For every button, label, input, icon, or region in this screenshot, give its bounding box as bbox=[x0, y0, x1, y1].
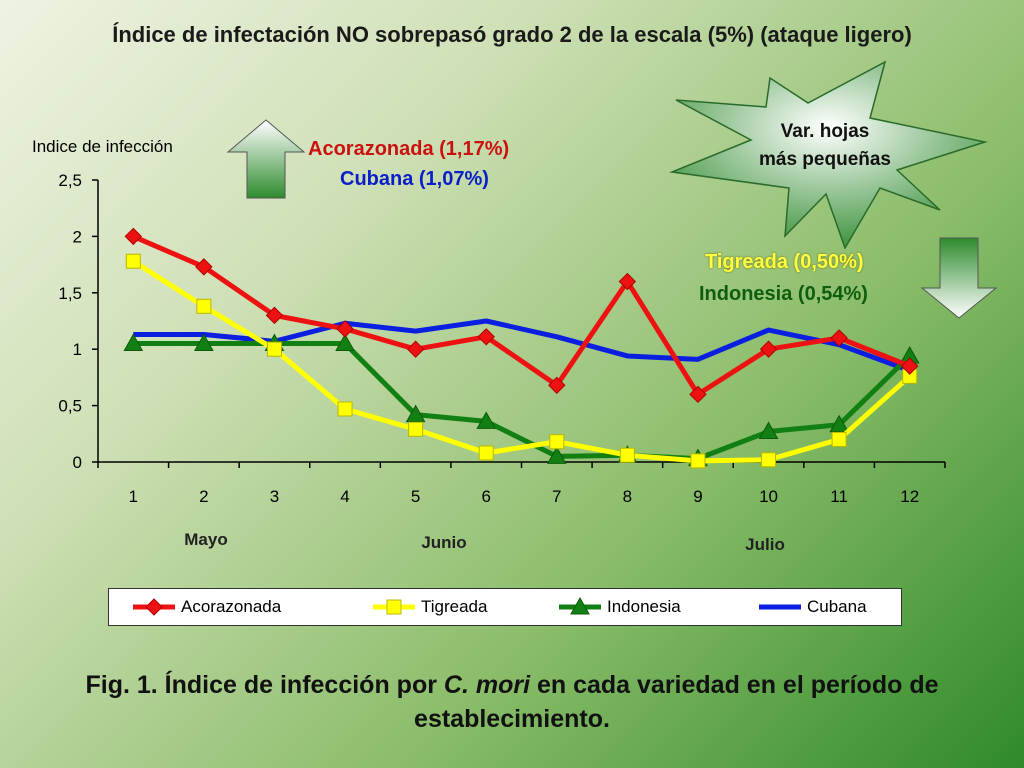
data-point-tigreada bbox=[690, 453, 706, 469]
legend-marker bbox=[570, 596, 590, 615]
legend-swatch-acorazonada bbox=[133, 598, 175, 616]
caption-suffix: en cada variedad en el período de establ… bbox=[414, 671, 939, 733]
data-point-indonesia bbox=[476, 411, 497, 429]
data-point-acorazonada bbox=[477, 328, 495, 346]
x-tick-label: 1 bbox=[129, 487, 138, 506]
data-point-acorazonada bbox=[548, 376, 566, 395]
data-point-indonesia bbox=[123, 333, 144, 352]
y-axis-label: Indice de infección bbox=[32, 137, 173, 156]
x-tick-label: 2 bbox=[199, 487, 208, 506]
legend-marker bbox=[145, 598, 163, 616]
caption-prefix: Fig. 1. Índice de infección por bbox=[85, 671, 444, 699]
x-tick-label: 3 bbox=[270, 487, 279, 506]
data-point-indonesia bbox=[335, 333, 355, 352]
y-tick-label: 0,5 bbox=[58, 397, 82, 416]
data-point-tigreada bbox=[408, 421, 424, 437]
annotation-cubana: Cubana (1,07%) bbox=[340, 168, 489, 190]
x-tick-label: 12 bbox=[900, 487, 919, 506]
x-tick-label: 10 bbox=[759, 487, 778, 506]
data-point-tigreada bbox=[125, 253, 141, 269]
month-label: Junio bbox=[421, 533, 466, 552]
data-point-tigreada bbox=[619, 447, 635, 463]
x-tick-label: 6 bbox=[481, 487, 490, 506]
chart-legend: Acorazonada Tigreada Indonesia Cubana bbox=[108, 588, 902, 626]
data-point-acorazonada bbox=[406, 340, 425, 358]
data-point-tigreada bbox=[761, 452, 777, 468]
legend-label: Indonesia bbox=[607, 597, 681, 616]
legend-swatch-cubana bbox=[759, 604, 801, 610]
figure-caption: Fig. 1. Índice de infección por C. mori … bbox=[20, 668, 1004, 736]
x-tick-label: 5 bbox=[411, 487, 420, 506]
star-burst-icon bbox=[669, 60, 988, 250]
data-point-tigreada bbox=[478, 445, 494, 461]
legend-swatch-indonesia bbox=[559, 596, 601, 615]
data-point-indonesia bbox=[829, 414, 849, 433]
legend-label: Tigreada bbox=[421, 597, 488, 616]
x-tick-label: 4 bbox=[340, 487, 349, 506]
annotation-indonesia: Indonesia (0,54%) bbox=[699, 283, 868, 305]
annotation-tigreada: Tigreada (0,50%) bbox=[705, 251, 864, 273]
legend-marker bbox=[386, 599, 402, 615]
data-point-tigreada bbox=[196, 298, 212, 314]
data-point-acorazonada bbox=[195, 258, 213, 276]
data-point-indonesia bbox=[194, 333, 214, 352]
down-arrow-icon bbox=[920, 237, 998, 319]
caption-italic: C. mori bbox=[443, 671, 531, 699]
data-point-indonesia bbox=[405, 404, 426, 423]
series-line-tigreada bbox=[131, 259, 912, 464]
annotation-acorazonada: Acorazonada (1,17%) bbox=[308, 138, 510, 160]
star-text-line2: más pequeñas bbox=[759, 149, 891, 170]
data-point-tigreada bbox=[337, 401, 353, 417]
series-line-acorazonada bbox=[132, 234, 911, 397]
data-point-acorazonada bbox=[759, 340, 778, 358]
data-point-acorazonada bbox=[830, 329, 848, 347]
data-point-acorazonada bbox=[336, 320, 354, 338]
star-text-line1: Var. hojas bbox=[780, 121, 870, 142]
x-tick-label: 8 bbox=[623, 487, 632, 506]
y-tick-label: 2 bbox=[73, 227, 82, 246]
data-point-acorazonada bbox=[124, 227, 142, 246]
data-point-indonesia bbox=[758, 421, 779, 440]
series-tigreada bbox=[125, 253, 918, 469]
x-tick-label: 7 bbox=[552, 487, 561, 506]
data-point-indonesia bbox=[546, 446, 567, 464]
up-arrow-icon bbox=[226, 119, 306, 199]
month-label: Julio bbox=[745, 535, 785, 554]
data-point-acorazonada bbox=[265, 306, 284, 325]
x-tick-label: 9 bbox=[693, 487, 702, 506]
data-point-tigreada bbox=[266, 341, 282, 357]
slide-title: Índice de infectación NO sobrepasó grado… bbox=[112, 22, 912, 47]
legend-swatch-tigreada bbox=[373, 599, 415, 615]
star-text: Var. hojas más pequeñas bbox=[740, 118, 910, 174]
data-point-tigreada bbox=[831, 431, 847, 447]
y-tick-label: 1,5 bbox=[58, 284, 82, 303]
data-point-tigreada bbox=[549, 434, 565, 450]
data-point-acorazonada bbox=[901, 357, 919, 375]
series-acorazonada bbox=[124, 227, 919, 404]
x-tick-label: 11 bbox=[830, 487, 848, 506]
legend-label: Acorazonada bbox=[181, 597, 282, 616]
y-tick-label: 2,5 bbox=[58, 171, 82, 190]
y-tick-label: 1 bbox=[73, 340, 82, 359]
data-point-acorazonada bbox=[689, 385, 707, 404]
month-label: Mayo bbox=[184, 530, 227, 549]
y-tick-label: 0 bbox=[73, 453, 82, 472]
legend-label: Cubana bbox=[807, 597, 867, 616]
data-point-acorazonada bbox=[618, 272, 637, 291]
